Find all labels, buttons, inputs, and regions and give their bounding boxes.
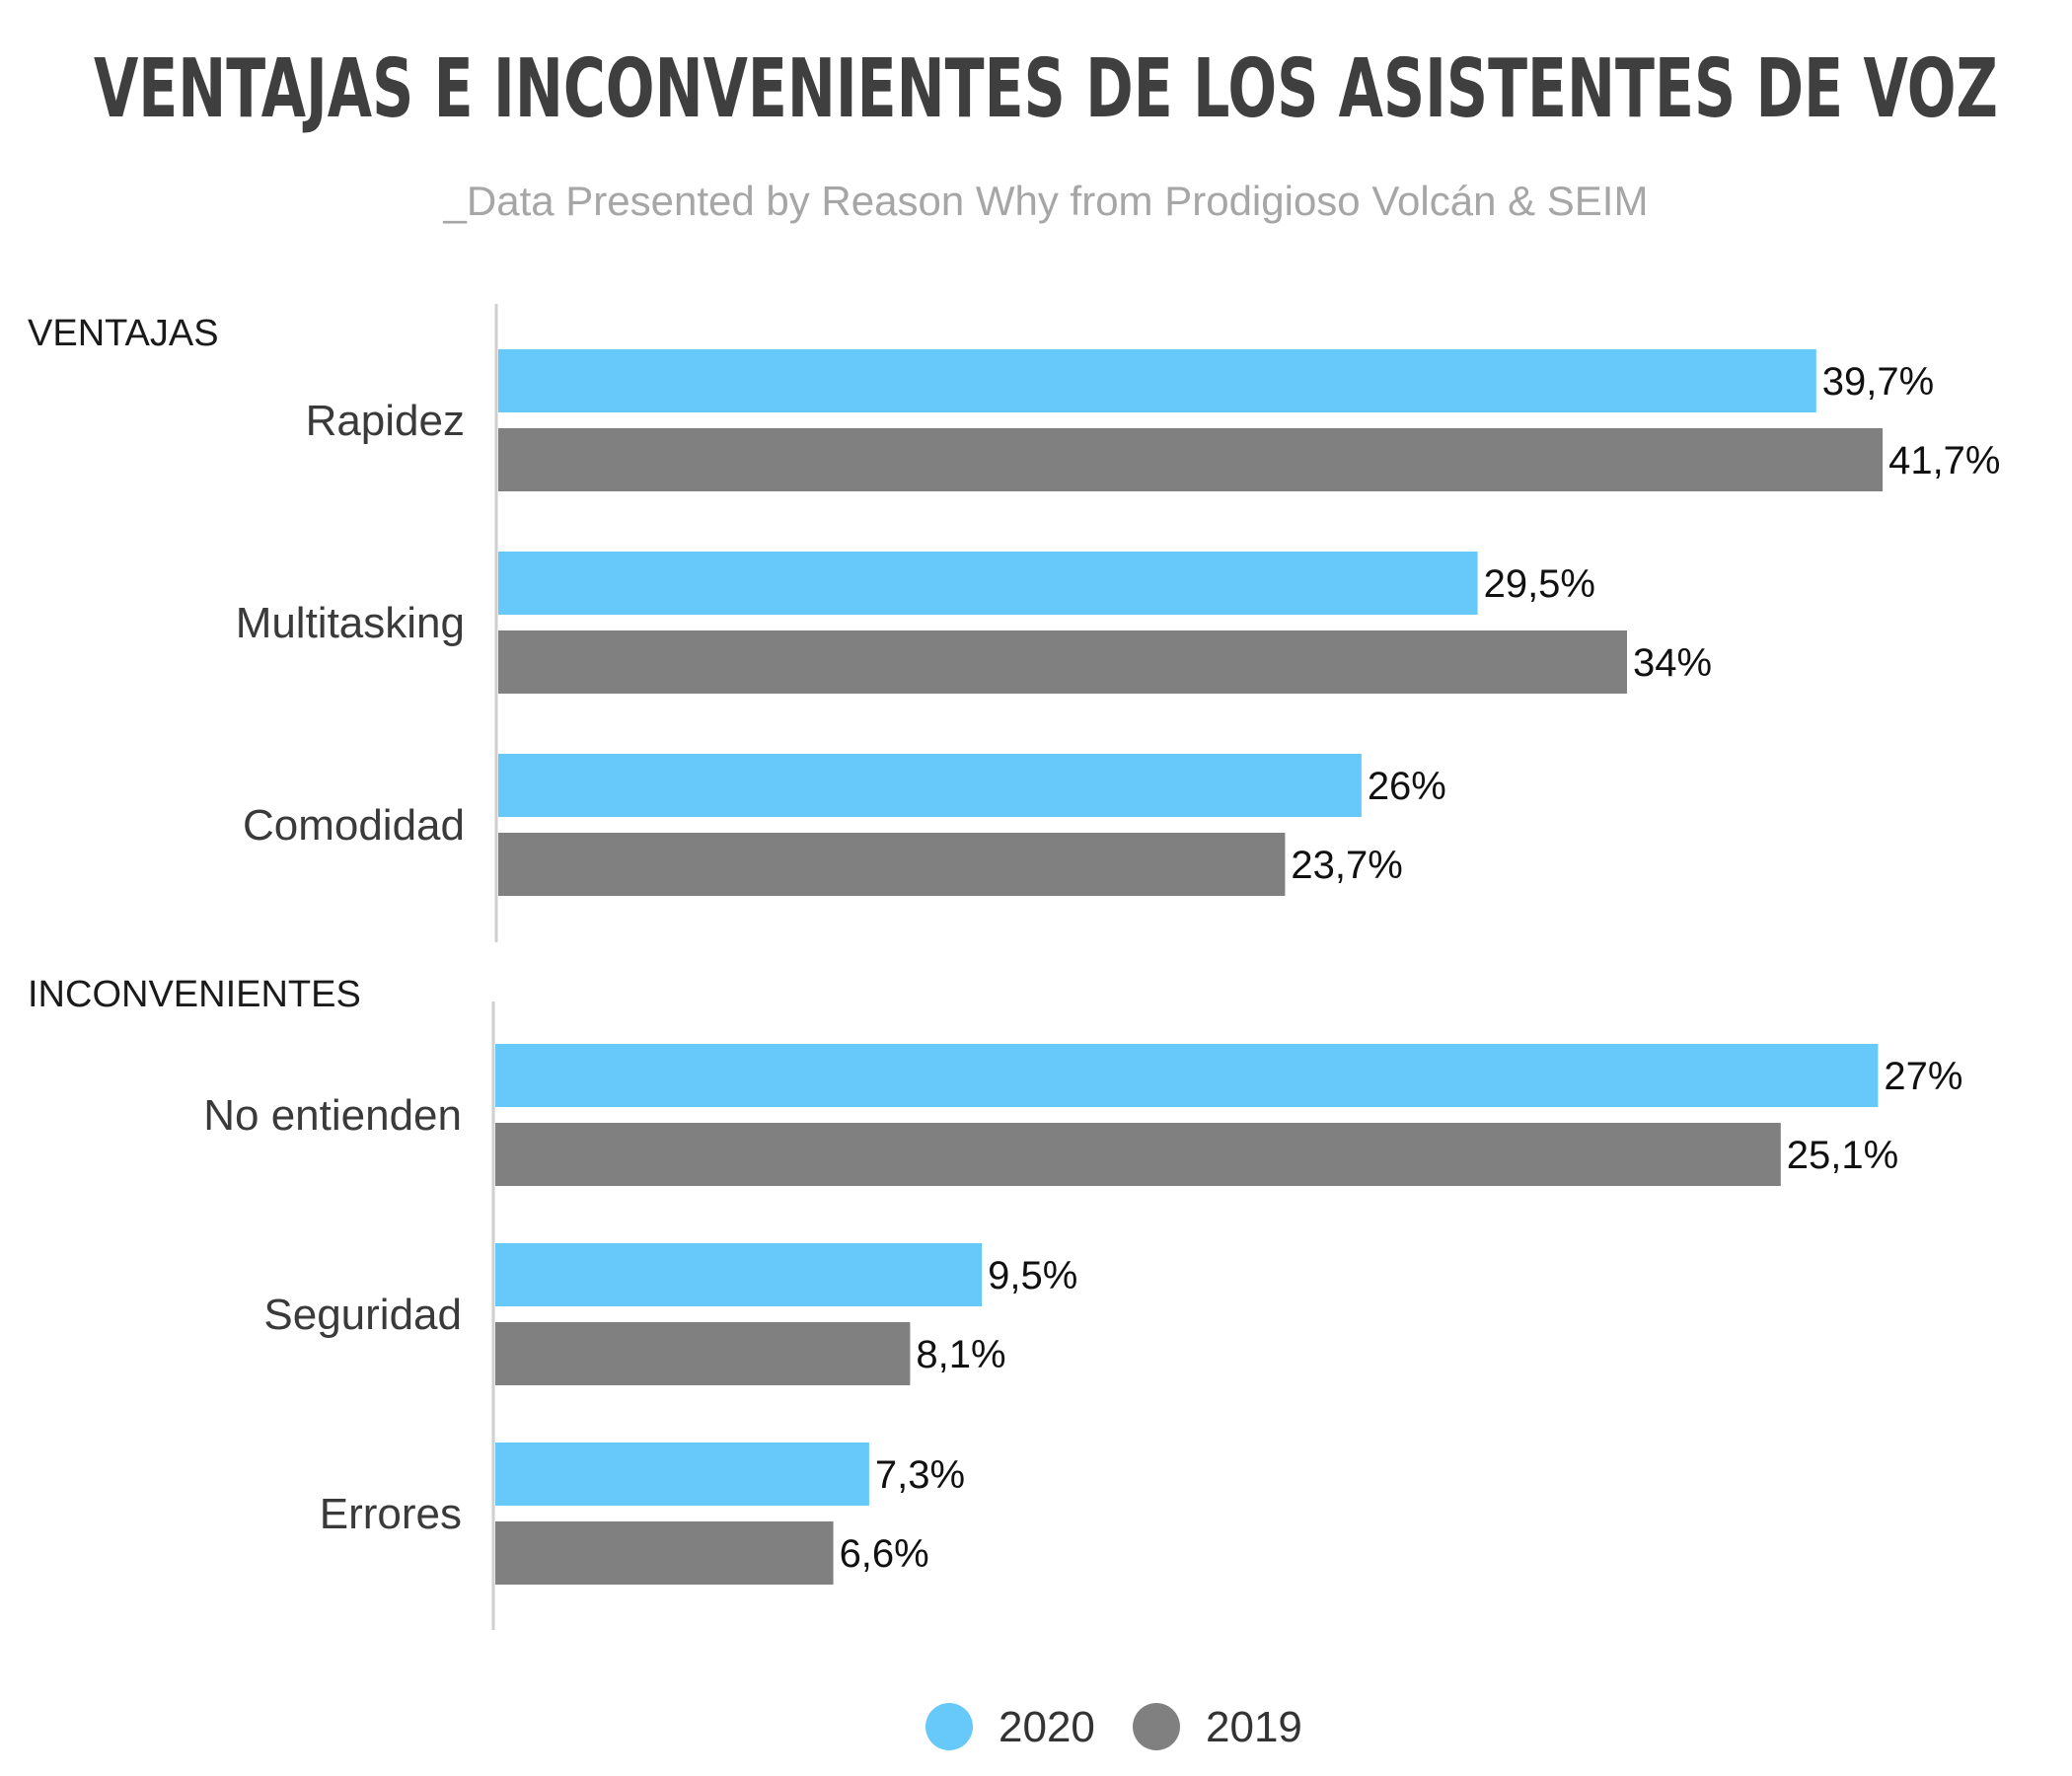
category-label: Rapidez	[306, 397, 465, 445]
bar-2019	[498, 630, 1627, 694]
legend: 2020 2019	[925, 1703, 1302, 1751]
bar-2020	[495, 1443, 869, 1506]
legend-item-2020: 2020	[925, 1703, 1095, 1751]
legend-swatch-2019	[1133, 1703, 1180, 1750]
category-seguridad: Seguridad 9,5% 8,1%	[263, 1243, 1077, 1385]
bar-2020	[495, 1044, 1879, 1107]
plot-area: VENTAJAS Rapidez 39,7% 41,7% Multitasking 29,…	[28, 304, 2001, 1630]
category-comodidad: Comodidad 26% 23,7%	[243, 754, 1446, 896]
category-label: Multitasking	[236, 599, 465, 647]
bar-group-inconvenientes: INCONVENIENTES No entienden 27% 25,1% Seguri…	[28, 974, 1962, 1630]
bar-2020	[498, 754, 1362, 817]
section-label: INCONVENIENTES	[28, 974, 361, 1015]
data-label: 25,1%	[1787, 1134, 1898, 1177]
data-label: 34%	[1633, 641, 1712, 685]
category-label: Comodidad	[243, 801, 465, 850]
bar-2020	[495, 1243, 983, 1306]
section-label: VENTAJAS	[28, 313, 219, 354]
bar-2019	[495, 1521, 834, 1585]
category-multitasking: Multitasking 29,5% 34%	[236, 552, 1712, 694]
data-label: 23,7%	[1291, 844, 1402, 887]
category-rapidez: Rapidez 39,7% 41,7%	[306, 349, 2001, 491]
chart-subtitle: _Data Presented by Reason Why from Prodi…	[443, 178, 1649, 224]
data-label: 8,1%	[916, 1333, 1005, 1376]
data-label: 7,3%	[875, 1453, 965, 1497]
bar-2019	[495, 1322, 911, 1385]
legend-swatch-2020	[925, 1703, 973, 1750]
data-label: 27%	[1884, 1055, 1962, 1098]
data-label: 39,7%	[1822, 360, 1934, 404]
category-label: No entienden	[203, 1091, 462, 1140]
category-no-entienden: No entienden 27% 25,1%	[203, 1044, 1962, 1186]
bar-2020	[498, 552, 1478, 615]
data-label: 26%	[1368, 765, 1446, 808]
legend-label: 2019	[1206, 1703, 1302, 1751]
bar-2019	[495, 1123, 1781, 1186]
data-label: 41,7%	[1888, 439, 2000, 482]
legend-item-2019: 2019	[1133, 1703, 1302, 1751]
data-label: 29,5%	[1484, 562, 1595, 606]
bar-2019	[498, 428, 1884, 491]
legend-label: 2020	[999, 1703, 1095, 1751]
data-label: 6,6%	[840, 1532, 929, 1576]
bar-2019	[498, 833, 1286, 896]
category-label: Errores	[320, 1490, 462, 1538]
category-errores: Errores 7,3% 6,6%	[320, 1443, 965, 1585]
data-label: 9,5%	[988, 1254, 1077, 1297]
bar-group-ventajas: VENTAJAS Rapidez 39,7% 41,7% Multitasking 29,…	[28, 304, 2001, 942]
chart-title: VENTAJAS E INCONVENIENTES DE LOS ASISTEN…	[94, 42, 1998, 136]
bar-2020	[498, 349, 1816, 412]
category-label: Seguridad	[263, 1291, 462, 1339]
